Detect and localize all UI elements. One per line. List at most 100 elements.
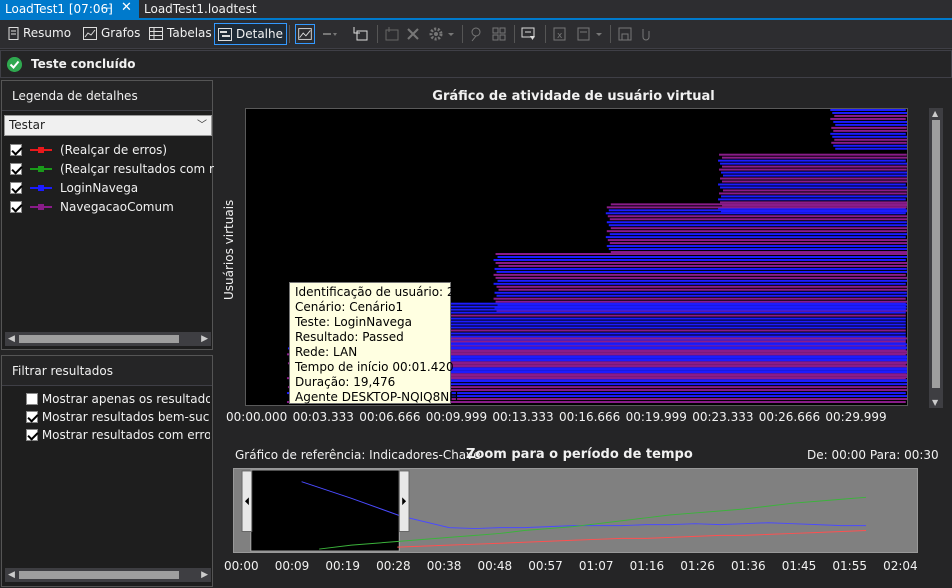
activity-bar[interactable] [719,168,907,171]
activity-bar[interactable] [718,183,906,186]
activity-bar[interactable] [450,326,906,329]
activity-bar[interactable] [834,114,908,117]
activity-bar[interactable] [832,135,907,138]
activity-bar[interactable] [495,276,908,279]
activity-bar[interactable] [450,302,906,305]
scrollbar-thumb[interactable] [19,335,179,343]
scrollbar-thumb[interactable] [932,120,940,388]
activity-bar[interactable] [286,353,906,356]
activity-bar[interactable] [720,186,908,189]
activity-bar[interactable] [609,233,908,236]
activity-bar[interactable] [834,138,908,141]
filter-checkbox[interactable] [26,411,38,423]
activity-bar[interactable] [606,221,907,224]
filter-logged-only[interactable]: Mostrar apenas os resultados com registr… [26,390,210,408]
filter-successful[interactable]: Mostrar resultados bem-sucedidos [26,408,210,426]
activity-bar[interactable] [497,279,908,282]
activity-bar[interactable] [719,153,907,156]
activity-bar[interactable] [286,401,906,404]
activity-bar[interactable] [287,386,907,389]
scroll-left-icon[interactable]: ◀ [8,334,15,344]
activity-bar[interactable] [610,203,908,206]
activity-bar[interactable] [607,239,908,242]
activity-bar[interactable] [721,171,908,174]
filter-checkbox[interactable] [26,393,38,405]
activity-bar[interactable] [493,297,906,300]
legend-item-navegacaocomum[interactable]: NavegacaoComum [10,198,214,216]
activity-bar[interactable] [496,294,908,297]
activity-bar[interactable] [388,343,907,346]
activity-bar[interactable] [494,267,907,270]
tab-loadtest-file[interactable]: LoadTest1.loadtest [139,0,257,18]
activity-bar[interactable] [450,311,906,314]
scroll-down-icon[interactable]: ▼ [932,398,939,407]
activity-bar[interactable] [605,212,906,215]
activity-bar[interactable] [493,273,906,276]
activity-bar[interactable] [291,383,908,386]
chart-vertical-scrollbar[interactable]: ▲ ▼ [929,108,943,408]
activity-bar[interactable] [290,398,908,401]
filter-horizontal-scrollbar[interactable]: ◀ ▶ [5,568,211,582]
activity-bar[interactable] [833,120,908,123]
activity-bar[interactable] [450,314,906,317]
activity-bar[interactable] [496,285,908,288]
activity-bar[interactable] [720,177,908,180]
filter-checkbox[interactable] [26,429,38,441]
activity-bar[interactable] [387,358,907,361]
activity-bar[interactable] [288,395,908,398]
legend-item-logged[interactable]: (Realçar resultados com registros) [10,160,214,178]
activity-bar[interactable] [495,300,908,303]
activity-bar[interactable] [493,258,906,261]
activity-bar[interactable] [289,365,908,368]
activity-bar[interactable] [288,380,908,383]
activity-bar[interactable] [835,147,908,150]
activity-bar[interactable] [495,253,908,256]
reset-zoom-icon[interactable] [352,25,370,43]
activity-bar[interactable] [450,320,906,323]
activity-bar[interactable] [831,126,907,129]
activity-bar[interactable] [722,156,908,159]
activity-bar[interactable] [721,195,908,198]
tables-button[interactable]: Tabelas [146,23,215,45]
summary-button[interactable]: Resumo [5,23,74,45]
legend-item-loginnavega[interactable]: LoginNavega [10,179,214,197]
activity-bar[interactable] [720,201,908,204]
activity-bar[interactable] [608,224,908,227]
activity-bar[interactable] [495,261,908,264]
export-icon[interactable] [520,25,538,43]
reference-plot[interactable] [233,468,918,553]
scroll-left-icon[interactable]: ◀ [8,570,15,580]
activity-bar[interactable] [833,144,908,147]
legend-horizontal-scrollbar[interactable]: ◀ ▶ [5,332,211,346]
activity-bar[interactable] [718,198,906,201]
activity-bar[interactable] [450,305,906,308]
activity-bar[interactable] [450,335,906,338]
activity-bar[interactable] [450,308,906,311]
activity-bar[interactable] [389,337,908,340]
activity-bar[interactable] [496,270,908,273]
activity-bar[interactable] [606,245,907,248]
legend-checkbox[interactable] [10,163,22,175]
filter-errors[interactable]: Mostrar resultados com erros [26,426,210,444]
activity-bar[interactable] [723,174,908,177]
activity-bar[interactable] [608,248,908,251]
scroll-right-icon[interactable]: ▶ [201,334,208,344]
activity-bar[interactable] [830,109,906,111]
activity-bar[interactable] [722,165,908,168]
activity-bar[interactable] [610,227,908,230]
activity-bar[interactable] [450,332,906,335]
activity-bar[interactable] [830,132,906,135]
activity-bar[interactable] [450,317,906,320]
pin-icon[interactable]: ⊣ [103,2,113,15]
activity-bar[interactable] [386,340,906,343]
legend-checkbox[interactable] [10,144,22,156]
scroll-right-icon[interactable]: ▶ [201,570,208,580]
chart-image-icon[interactable] [295,24,315,44]
activity-bar[interactable] [723,189,908,192]
activity-bar[interactable] [290,350,908,353]
tab-loadtest-results[interactable]: LoadTest1 [07:06] ⊣ ✕ [0,0,139,18]
activity-bar[interactable] [606,230,907,233]
activity-bar[interactable] [830,117,906,120]
activity-bar[interactable] [609,242,908,245]
activity-bar[interactable] [494,291,907,294]
